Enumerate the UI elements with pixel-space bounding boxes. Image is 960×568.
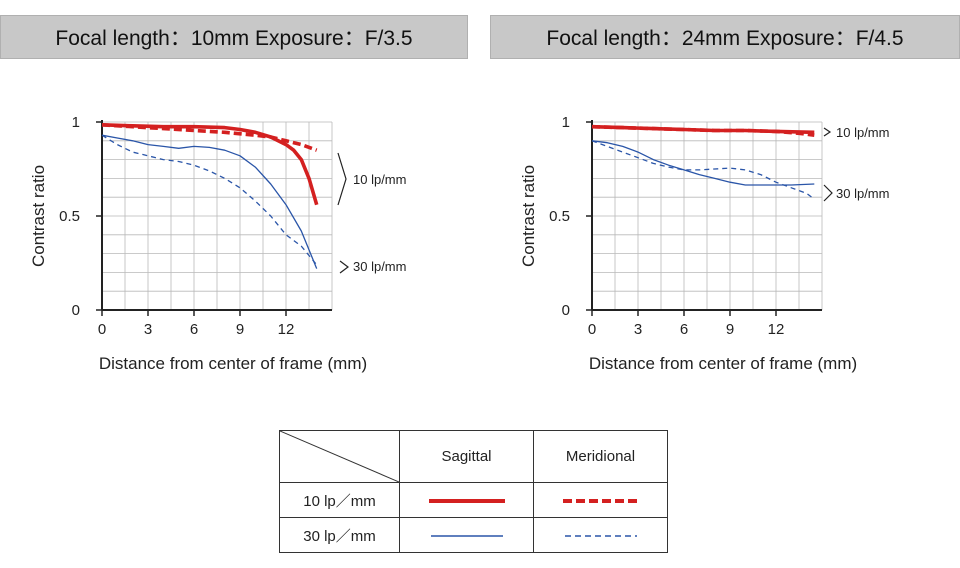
y-tick-label: 1 [72,114,80,131]
legend-corner-cell [279,430,400,483]
chart-header-left-text: Focal length：10mm Exposure：F/3.5 [55,27,413,50]
bracket-30lp [823,184,833,202]
chart-grid [101,121,333,311]
legend-sample-30lp-sagittal [399,517,534,553]
chart-grid [591,121,823,311]
mtf-chart-24mm: 0 3 6 9 12 0 0.5 1 Distance from center of frame… [519,114,889,373]
legend-row-label-30lp: 30 lp／mm [279,517,400,553]
chart-header-right-text: Focal length：24mm Exposure：F/4.5 [546,27,904,50]
x-tick-label: 12 [768,321,785,338]
legend-line-blue-dashed [564,534,637,537]
series-line-0 [591,124,815,135]
annotation-10lp: 10 lp/mm [353,172,406,187]
legend-sample-30lp-meridional [533,517,668,553]
x-tick-label: 3 [634,321,642,338]
legend-line-red-dashed [562,498,639,503]
y-tick-label: 0 [72,302,80,319]
x-tick-label: 0 [98,321,106,338]
x-axis-label: Distance from center of frame (mm) [99,354,367,373]
y-tick-label: 0.5 [59,208,80,225]
series-line-0 [101,123,319,206]
legend-sample-10lp-meridional [533,482,668,518]
legend-header-meridional: Meridional [533,430,668,483]
y-tick-label: 0 [562,302,570,319]
series-line-1 [101,123,318,152]
chart-header-left: Focal length：10mm Exposure：F/3.5 [0,15,468,59]
annotation-30lp: 30 lp/mm [836,186,889,201]
chart-header-right: Focal length：24mm Exposure：F/4.5 [490,15,960,59]
legend-row-label-10lp: 10 lp／mm [279,482,400,518]
annotation-10lp: 10 lp/mm [836,125,889,140]
bracket-30lp [339,260,349,274]
y-tick-label: 0.5 [549,208,570,225]
legend-diagonal-line [280,431,399,482]
y-axis-label: Contrast ratio [519,165,538,267]
legend-line-red-solid [428,498,505,503]
x-axis-label: Distance from center of frame (mm) [589,354,857,373]
series-line-2 [591,140,815,186]
legend-line-blue-solid [430,534,503,537]
x-tick-label: 9 [726,321,734,338]
legend-header-sagittal: Sagittal [399,430,534,483]
x-tick-label: 6 [190,321,198,338]
x-tick-label: 6 [680,321,688,338]
annotation-30lp: 30 lp/mm [353,259,406,274]
legend-table: Sagittal Meridional 10 lp／mm 30 lp／mm [279,430,668,553]
x-tick-label: 9 [236,321,244,338]
series-line-3 [101,134,318,266]
series-line-2 [101,134,318,269]
x-tick-label: 3 [144,321,152,338]
bracket-10lp [337,152,347,206]
legend-sample-10lp-sagittal [399,482,534,518]
x-tick-label: 12 [278,321,295,338]
y-tick-label: 1 [562,114,570,131]
series-line-1 [591,124,815,137]
x-tick-label: 0 [588,321,596,338]
series-line-3 [591,140,815,200]
bracket-10lp [823,127,832,137]
y-axis-label: Contrast ratio [29,165,48,267]
mtf-chart-10mm: 0 3 6 9 12 0 0.5 1 Distance from center of frame… [29,114,406,373]
